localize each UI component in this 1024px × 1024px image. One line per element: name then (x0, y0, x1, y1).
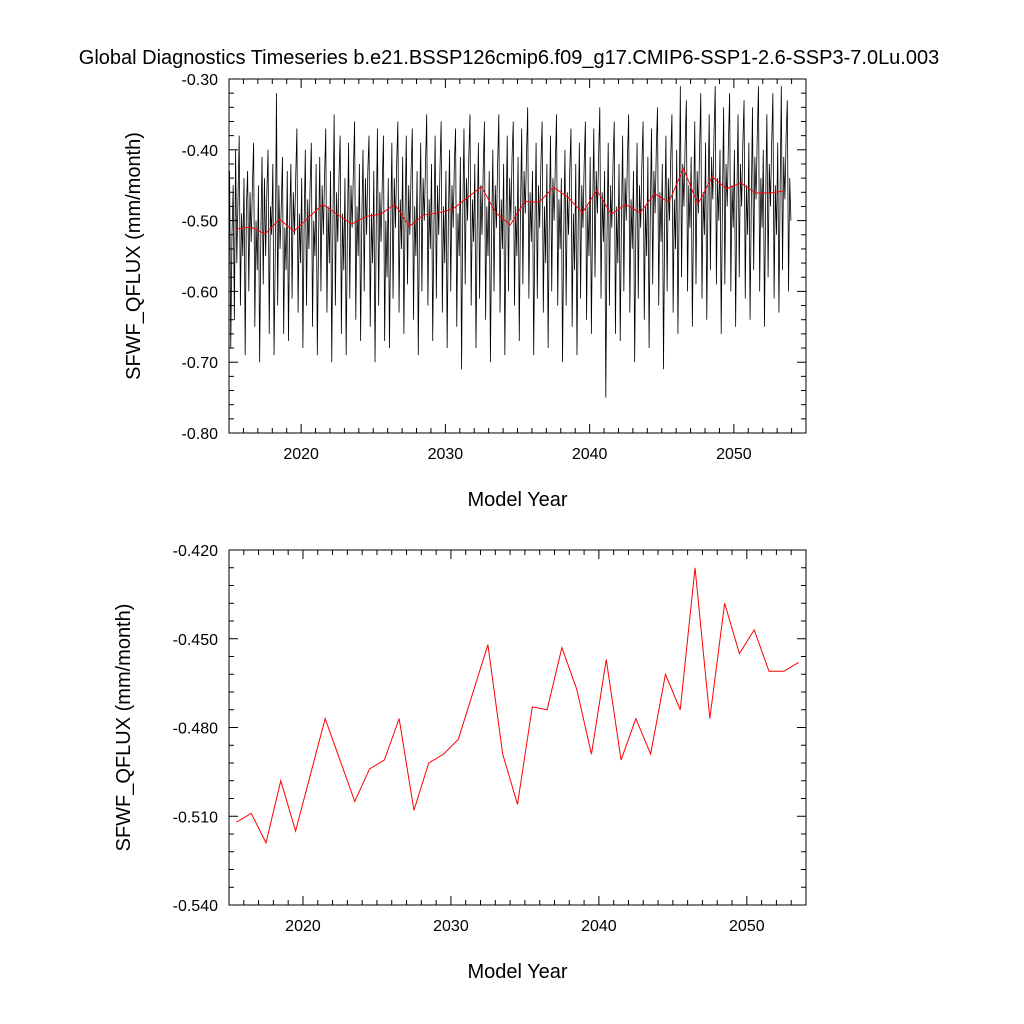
y-tick-label: -0.40 (182, 143, 219, 160)
plot-frame (228, 549, 807, 906)
y-tick-label: -0.480 (173, 721, 218, 738)
y-axis-label: SFWF_QFLUX (mm/month) (113, 604, 135, 852)
x-tick-label: 2040 (572, 446, 608, 463)
bottom-chart: 2020 2030 2040 2050 -0.540 -0.510 -0.480 -0.450… (113, 543, 807, 983)
x-tick-label: 2020 (283, 446, 319, 463)
x-axis-label: Model Year (467, 961, 567, 983)
y-axis-label: SFWF_QFLUX (mm/month) (123, 132, 145, 380)
y-tick-label: -0.540 (173, 898, 218, 915)
y-tick-label: -0.450 (173, 632, 218, 649)
top-chart: 2020 2030 2040 2050 -0.80 -0.70 -0.60 -0.50 -0.4… (123, 72, 807, 511)
y-tick-label: -0.510 (173, 809, 218, 826)
y-tick-label: -0.30 (182, 72, 219, 89)
x-tick-label: 2050 (716, 446, 752, 463)
annual-series-line (236, 567, 799, 845)
monthly-series-line (229, 86, 792, 398)
plot-frame (228, 78, 807, 434)
x-tick-label: 2030 (433, 918, 469, 935)
x-tick-label: 2050 (729, 918, 765, 935)
y-tick-label: -0.70 (182, 355, 219, 372)
annual-series-line (236, 166, 785, 235)
y-tick-label: -0.60 (182, 284, 219, 301)
x-axis-label: Model Year (467, 489, 567, 511)
x-tick-label: 2020 (285, 918, 321, 935)
y-tick-label: -0.420 (173, 543, 218, 560)
x-tick-label: 2040 (581, 918, 617, 935)
x-tick-label: 2030 (428, 446, 464, 463)
page-title: Global Diagnostics Timeseries b.e21.BSSP… (79, 47, 939, 69)
y-tick-label: -0.50 (182, 214, 219, 231)
y-tick-label: -0.80 (182, 426, 219, 443)
